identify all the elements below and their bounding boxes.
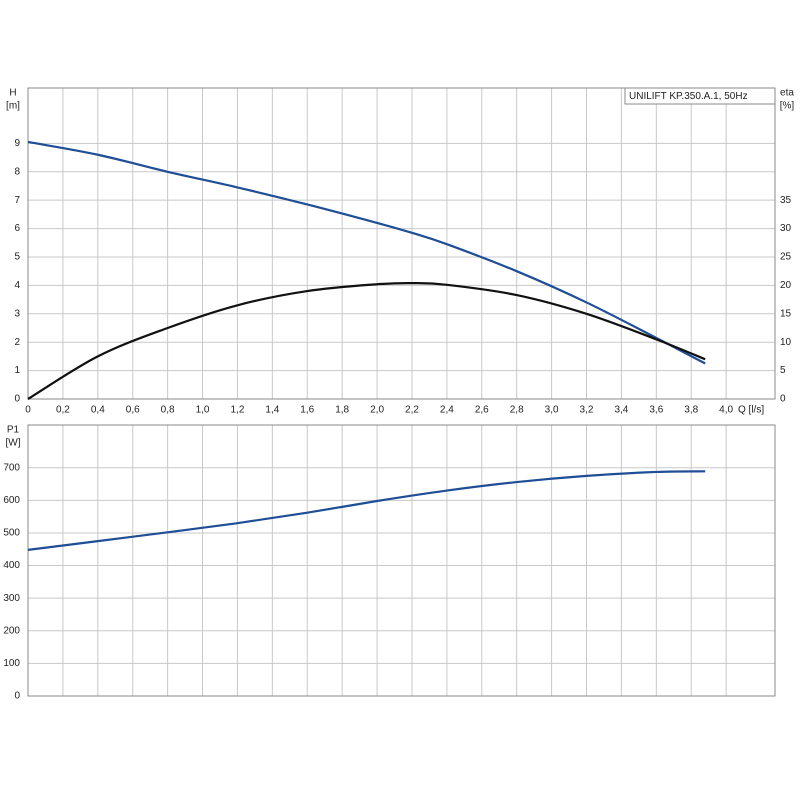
- x-tick-label: 0,8: [161, 405, 175, 416]
- x-tick-label: 2,6: [475, 405, 489, 416]
- y-tick-label: 600: [3, 495, 20, 506]
- x-tick-label: 3,4: [614, 405, 628, 416]
- y-axis-unit: [m]: [6, 101, 20, 112]
- y-tick-label: 300: [3, 593, 20, 604]
- y2-tick-label: 25: [780, 252, 792, 263]
- x-tick-label: 2,4: [440, 405, 454, 416]
- y-tick-label: 0: [14, 394, 20, 405]
- x-tick-label: 3,0: [545, 405, 559, 416]
- y-tick-label: 4: [14, 280, 20, 291]
- y2-tick-label: 30: [780, 223, 792, 234]
- y-tick-label: 0: [14, 691, 20, 702]
- x-tick-label: 3,6: [649, 405, 663, 416]
- y-tick-label: 9: [14, 138, 20, 149]
- x-tick-label: 2,8: [510, 405, 524, 416]
- y-tick-label: 700: [3, 462, 20, 473]
- y2-tick-label: 35: [780, 195, 792, 206]
- title-box: [624, 87, 776, 105]
- y-tick-label: 100: [3, 658, 20, 669]
- y-tick-label: 200: [3, 625, 20, 636]
- curve-1: [27, 281, 706, 400]
- y-axis-label: H: [9, 88, 16, 99]
- y-tick-label: 5: [14, 252, 20, 263]
- y-tick-label: 6: [14, 223, 20, 234]
- y-tick-label: 500: [3, 528, 20, 539]
- x-tick-label: 3,8: [684, 405, 698, 416]
- x-tick-label: 1,2: [230, 405, 244, 416]
- x-tick-label: 1,4: [265, 405, 279, 416]
- x-tick-label: 0,4: [91, 405, 105, 416]
- y-tick-label: 1: [14, 365, 20, 376]
- y-tick-label: 400: [3, 560, 20, 571]
- x-tick-label: 1,8: [335, 405, 349, 416]
- x-tick-label: 2,2: [405, 405, 419, 416]
- y-axis-label: P1: [7, 425, 20, 436]
- x-tick-label: 3,2: [580, 405, 594, 416]
- x-tick-label: 0,6: [126, 405, 140, 416]
- chart-title: UNILIFT KP.350.A.1, 50Hz: [629, 91, 748, 102]
- y2-tick-label: 5: [780, 365, 786, 376]
- y2-tick-label: 15: [780, 308, 792, 319]
- y-axis-unit: [W]: [6, 438, 21, 449]
- x-tick-label: 1,0: [196, 405, 210, 416]
- y2-axis-unit: [%]: [780, 101, 795, 112]
- x-tick-label: 0: [25, 405, 31, 416]
- y2-tick-label: 0: [780, 394, 786, 405]
- x-tick-label: 4,0: [719, 405, 733, 416]
- x-tick-label: 1,6: [300, 405, 314, 416]
- plot-frame: [27, 424, 776, 697]
- x-tick-label: 0,2: [56, 405, 70, 416]
- curve-0: [27, 470, 706, 551]
- y2-tick-label: 10: [780, 337, 792, 348]
- y-tick-label: 7: [14, 195, 20, 206]
- y-tick-label: 2: [14, 337, 20, 348]
- y2-axis-label: eta: [780, 88, 794, 99]
- y-tick-label: 8: [14, 166, 20, 177]
- x-axis-label: Q [l/s]: [738, 405, 764, 416]
- x-tick-label: 2,0: [370, 405, 384, 416]
- y-tick-label: 3: [14, 308, 20, 319]
- curve-0: [27, 140, 706, 365]
- y2-tick-label: 20: [780, 280, 792, 291]
- plot-frame: [27, 87, 776, 400]
